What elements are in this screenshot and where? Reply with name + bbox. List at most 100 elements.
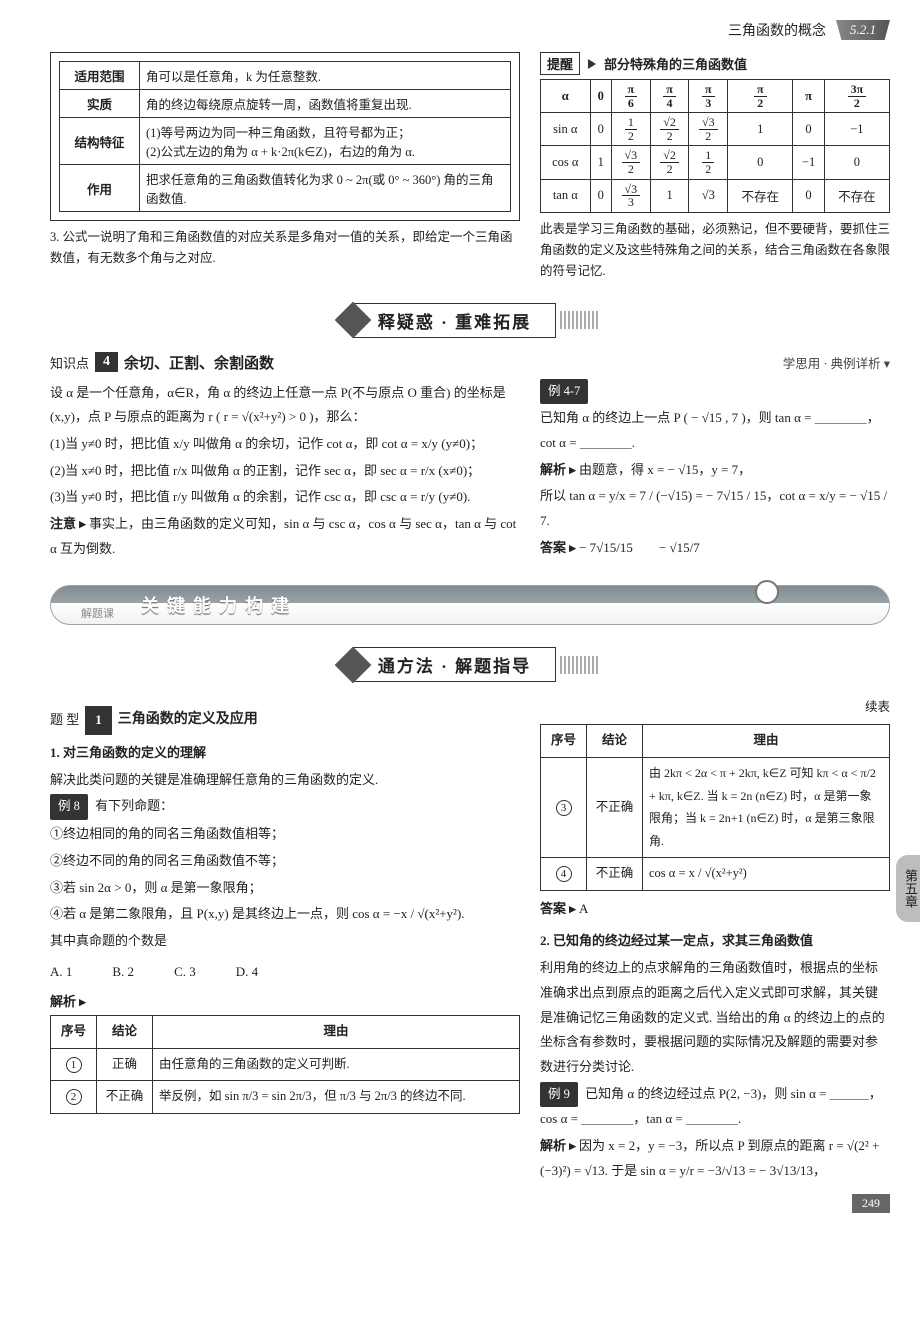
- ex47-jiexi1: 解析 ▸ 由题意，得 x = − √15，y = 7，: [540, 458, 890, 483]
- ex9-jiexi-text: 因为 x = 2，y = −3，所以点 P 到原点的距离 r = √(2² + …: [540, 1138, 879, 1178]
- r2v0: 1: [590, 146, 611, 179]
- kp-note-text: 事实上，由三角函数的定义可知，sin α 与 csc α，cos α 与 sec…: [50, 516, 516, 556]
- ex47-ans: 答案 ▸ − 7√15/15 − √15/7: [540, 536, 890, 561]
- rh2: π6: [611, 80, 650, 113]
- t3w1: cos α = x / √(x²+y²): [643, 858, 890, 891]
- ex8-choices: A. 1 B. 2 C. 3 D. 4: [50, 960, 520, 985]
- kp-l1: (1)当 y≠0 时，把比值 x/y 叫做角 α 的余切，记作 cot α，即 …: [50, 432, 520, 457]
- optB: B. 2: [112, 960, 134, 985]
- r2v2: √22: [650, 146, 689, 179]
- bulb-icon: [755, 580, 779, 604]
- kp-left: 设 α 是一个任意角，α∈R，角 α 的终边上任意一点 P(不与原点 O 重合)…: [50, 379, 520, 564]
- top-left-col: 适用范围 角可以是任意角，k 为任意整数. 实质 角的终边每绕原点旋转一周，函数…: [50, 52, 520, 283]
- t2h0: 序号: [51, 1015, 97, 1048]
- t1-c2: (1)等号两边为同一种三角函数，且符号都为正； (2)公式左边的角为 α + k…: [140, 118, 511, 165]
- tx-pre: 题 型: [50, 708, 79, 733]
- side-tab: 第五章: [896, 855, 920, 922]
- ex47-ans-val: − 7√15/15 − √15/7: [579, 540, 700, 555]
- page-header: 三角函数的概念 5.2.1: [50, 20, 890, 40]
- kp-sub: 学思用 · 典例详析 ▾: [783, 353, 890, 372]
- kp-body-row: 设 α 是一个任意角，α∈R，角 α 的终边上任意一点 P(不与原点 O 重合)…: [50, 379, 890, 564]
- kp-note: 注意 ▸ 事实上，由三角函数的定义可知，sin α 与 csc α，cos α …: [50, 512, 520, 561]
- top-right-col: 提醒 部分特殊角的三角函数值 α 0 π6 π4 π3 π2 π 3π2 sin…: [540, 52, 890, 283]
- triangle-icon: [588, 59, 596, 69]
- t2r1: 不正确: [97, 1081, 153, 1114]
- r1v4: 1: [728, 113, 793, 146]
- kp-intro: 设 α 是一个任意角，α∈R，角 α 的终边上任意一点 P(不与原点 O 重合)…: [50, 381, 520, 430]
- table1-footnote: 3. 公式一说明了角和三角函数值的对应关系是多角对一值的关系，即给定一个三角函数…: [50, 227, 520, 270]
- ex8-q: 其中真命题的个数是: [50, 929, 520, 954]
- r1v1: 12: [611, 113, 650, 146]
- kp-l3: (3)当 y≠0 时，把比值 r/y 叫做角 α 的余割，记作 csc α，即 …: [50, 485, 520, 510]
- r3v3: √3: [689, 179, 728, 212]
- t3w0: 由 2kπ < 2α < π + 2kπ, k∈Z 可知 kπ < α < π/…: [643, 757, 890, 857]
- r1h: sin α: [541, 113, 591, 146]
- cont-label: 续表: [540, 696, 890, 720]
- t1-h2: 结构特征: [60, 118, 140, 165]
- rh5: π2: [728, 80, 793, 113]
- r1v3: √32: [689, 113, 728, 146]
- ex47-tag: 例 4-7: [540, 379, 588, 405]
- section-number: 5.2.1: [836, 20, 890, 40]
- ex47-q: 已知角 α 的终边上一点 P ( − √15 , 7 )，则 tan α = ＿…: [540, 406, 890, 455]
- analysis-table-2: 序号 结论 理由 3 不正确 由 2kπ < 2α < π + 2kπ, k∈Z…: [540, 724, 890, 891]
- tixing-left: 题 型 1 三角函数的定义及应用 1. 对三角函数的定义的理解 解决此类问题的关…: [50, 696, 520, 1185]
- ex9-q: 已知角 α 的终边经过点 P(2, −3)，则 sin α = ＿＿＿，cos …: [540, 1086, 882, 1127]
- t2h2: 理由: [153, 1015, 520, 1048]
- ex8-c2: ②终边不同的角的同名三角函数值不等；: [50, 849, 520, 874]
- t1-c0: 角可以是任意角，k 为任意整数.: [140, 62, 511, 90]
- t2h1: 结论: [97, 1015, 153, 1048]
- kp-l2: (2)当 x≠0 时，把比值 r/x 叫做角 α 的正割，记作 sec α，即 …: [50, 459, 520, 484]
- page-number: 249: [852, 1194, 890, 1213]
- optC: C. 3: [174, 960, 196, 985]
- tixing-row-wrap: 题 型 1 三角函数的定义及应用 1. 对三角函数的定义的理解 解决此类问题的关…: [50, 696, 890, 1185]
- t3n1: 4: [541, 858, 587, 891]
- formula-table-box: 适用范围 角可以是任意角，k 为任意整数. 实质 角的终边每绕原点旋转一周，函数…: [50, 52, 520, 221]
- kp-num: 4: [95, 352, 118, 372]
- part2-h: 2. 已知角的终边经过某一定点，求其三角函数值: [540, 929, 890, 954]
- tx-p1: 解决此类问题的关键是准确理解任意角的三角函数的定义.: [50, 768, 520, 793]
- ex8-c3: ③若 sin 2α > 0，则 α 是第一象限角；: [50, 876, 520, 901]
- knowledge-point-header: 知识点 4 余切、正割、余割函数 学思用 · 典例详析 ▾: [50, 352, 890, 373]
- ans-label: 答案 ▸: [540, 540, 576, 555]
- ex8-c1: ①终边相同的角的同名三角函数值相等；: [50, 822, 520, 847]
- rh7: 3π2: [824, 80, 889, 113]
- reminder-header: 提醒 部分特殊角的三角函数值: [540, 52, 890, 75]
- t1-c3: 把求任意角的三角函数值转化为求 0 ~ 2π(或 0° ~ 360°) 角的三角…: [140, 165, 511, 212]
- kp-right: 例 4-7 已知角 α 的终边上一点 P ( − √15 , 7 )，则 tan…: [540, 379, 890, 564]
- banner-trail-icon-2: [560, 656, 600, 674]
- banner2-text: 通方法 · 解题指导: [353, 647, 556, 682]
- kp-pre: 知识点: [50, 353, 89, 372]
- analysis-table-1: 序号 结论 理由 1 正确 由任意角的三角函数的定义可判断. 2 不正确 举反例…: [50, 1015, 520, 1114]
- rh3: π4: [650, 80, 689, 113]
- tixing-header: 题 型 1 三角函数的定义及应用: [50, 706, 520, 735]
- banner-shiyihuo: 释疑惑 · 重难拓展: [50, 303, 890, 338]
- r3v2: 1: [650, 179, 689, 212]
- ex9-line: 例 9 已知角 α 的终边经过点 P(2, −3)，则 sin α = ＿＿＿，…: [540, 1082, 890, 1132]
- t3r1: 不正确: [587, 858, 643, 891]
- tx-num: 1: [85, 706, 112, 735]
- t2w1: 举反例，如 sin π/3 = sin 2π/3，但 π/3 与 2π/3 的终…: [153, 1081, 520, 1114]
- top-row: 适用范围 角可以是任意角，k 为任意整数. 实质 角的终边每绕原点旋转一周，函数…: [50, 52, 890, 283]
- t3h2: 理由: [643, 725, 890, 758]
- ansA-val: A: [579, 901, 588, 916]
- ansA-line: 答案 ▸ A: [540, 897, 890, 922]
- tx-h1: 1. 对三角函数的定义的理解: [50, 741, 520, 766]
- banner-trail-icon: [560, 311, 600, 329]
- t1-h1: 实质: [60, 90, 140, 118]
- t2w0: 由任意角的三角函数的定义可判断.: [153, 1048, 520, 1081]
- r2v3: 12: [689, 146, 728, 179]
- r3v4: 不存在: [728, 179, 793, 212]
- ex8-line: 例 8 有下列命题：: [50, 794, 520, 820]
- r3h: tan α: [541, 179, 591, 212]
- ex8-jiexi-label: 解析 ▸: [50, 990, 520, 1015]
- t1-c1: 角的终边每绕原点旋转一周，函数值将重复出现.: [140, 90, 511, 118]
- kp-title: 余切、正割、余割函数: [124, 352, 274, 373]
- tx-title: 三角函数的定义及应用: [118, 707, 258, 734]
- ansA-label: 答案 ▸: [540, 901, 576, 916]
- reminder-title: 部分特殊角的三角函数值: [604, 54, 747, 73]
- r3v0: 0: [590, 179, 611, 212]
- reminder-note: 此表是学习三角函数的基础，必须熟记，但不要硬背，要抓住三角函数的定义及这些特殊角…: [540, 219, 890, 283]
- ex47-j1: 由题意，得 x = − √15，y = 7，: [579, 462, 751, 477]
- kp-note-label: 注意 ▸: [50, 516, 86, 531]
